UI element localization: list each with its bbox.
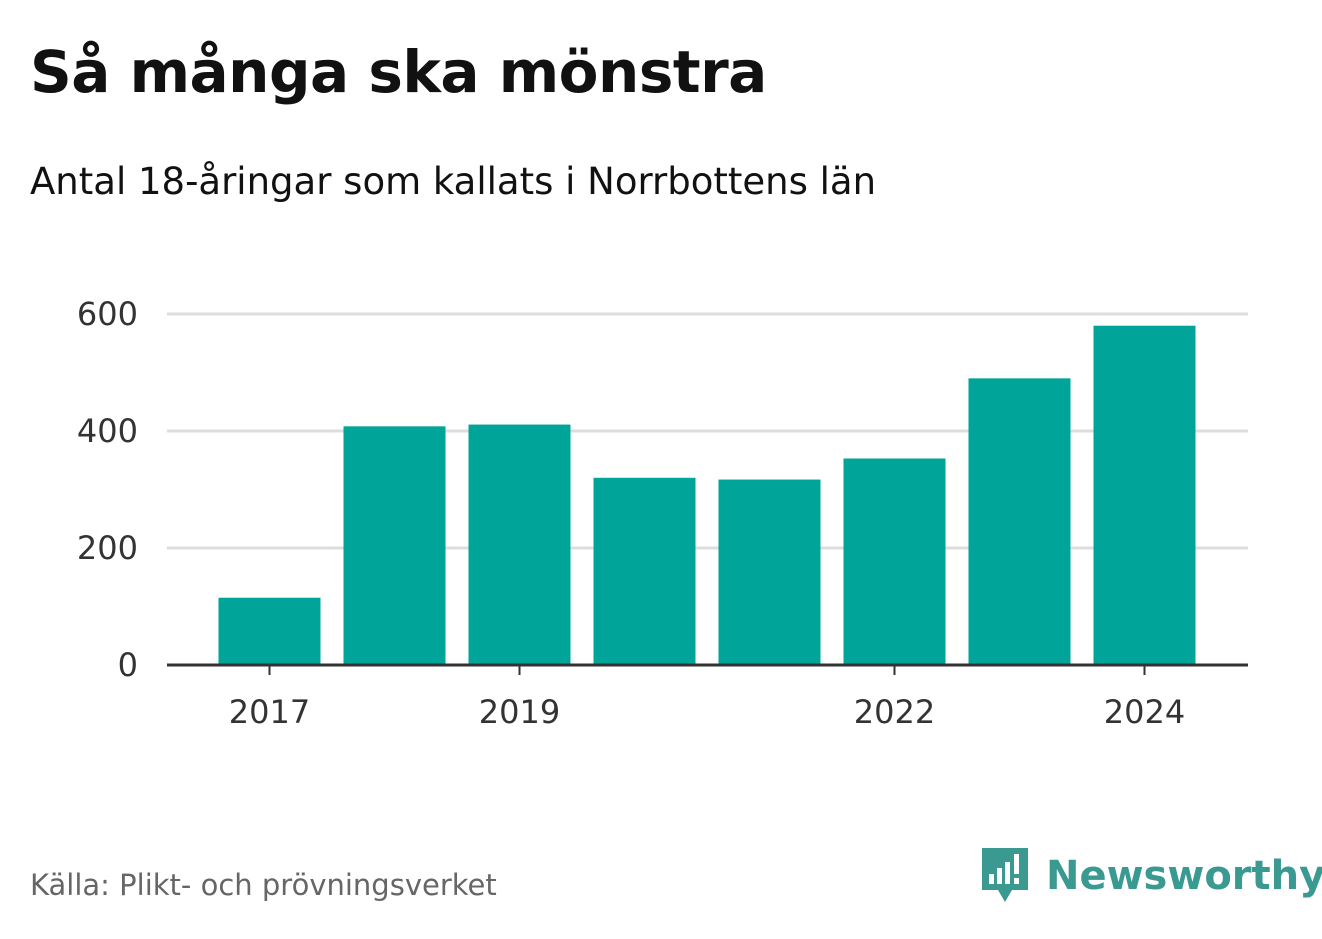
bars — [218, 325, 1196, 665]
bar-2020 — [593, 477, 696, 665]
chart-title: Så många ska mönstra — [30, 38, 767, 106]
y-tick-label: 0 — [118, 646, 138, 684]
chart-subtitle: Antal 18-åringar som kallats i Norrbotte… — [30, 160, 877, 203]
bar-2024 — [1093, 325, 1196, 665]
bar-2019 — [468, 424, 571, 665]
brand-name: Newsworthy — [1046, 853, 1322, 899]
x-tick-label: 2024 — [1104, 693, 1185, 731]
gridlines — [167, 312, 1248, 550]
x-tick-label: 2019 — [479, 693, 560, 731]
y-tick-label: 600 — [77, 295, 138, 333]
y-tick-label: 400 — [77, 412, 138, 450]
bar-2022 — [843, 458, 946, 665]
newsworthy-logo-icon — [982, 848, 1028, 902]
y-tick-label: 200 — [77, 529, 138, 567]
source-note: Källa: Plikt- och prövningsverket — [30, 868, 497, 902]
axes: 0 200 400 600 2017 2019 2022 2024 — [77, 295, 1248, 731]
bar-2018 — [343, 426, 446, 665]
x-tick-label: 2017 — [229, 693, 310, 731]
brand-logo: Newsworthy — [980, 846, 1322, 906]
bar-2023 — [968, 378, 1071, 665]
bar-2021 — [718, 479, 821, 665]
bar-2017 — [218, 597, 321, 665]
x-tick-label: 2022 — [854, 693, 935, 731]
bar-chart: 0 200 400 600 2017 2019 2022 2024 — [77, 295, 1248, 731]
